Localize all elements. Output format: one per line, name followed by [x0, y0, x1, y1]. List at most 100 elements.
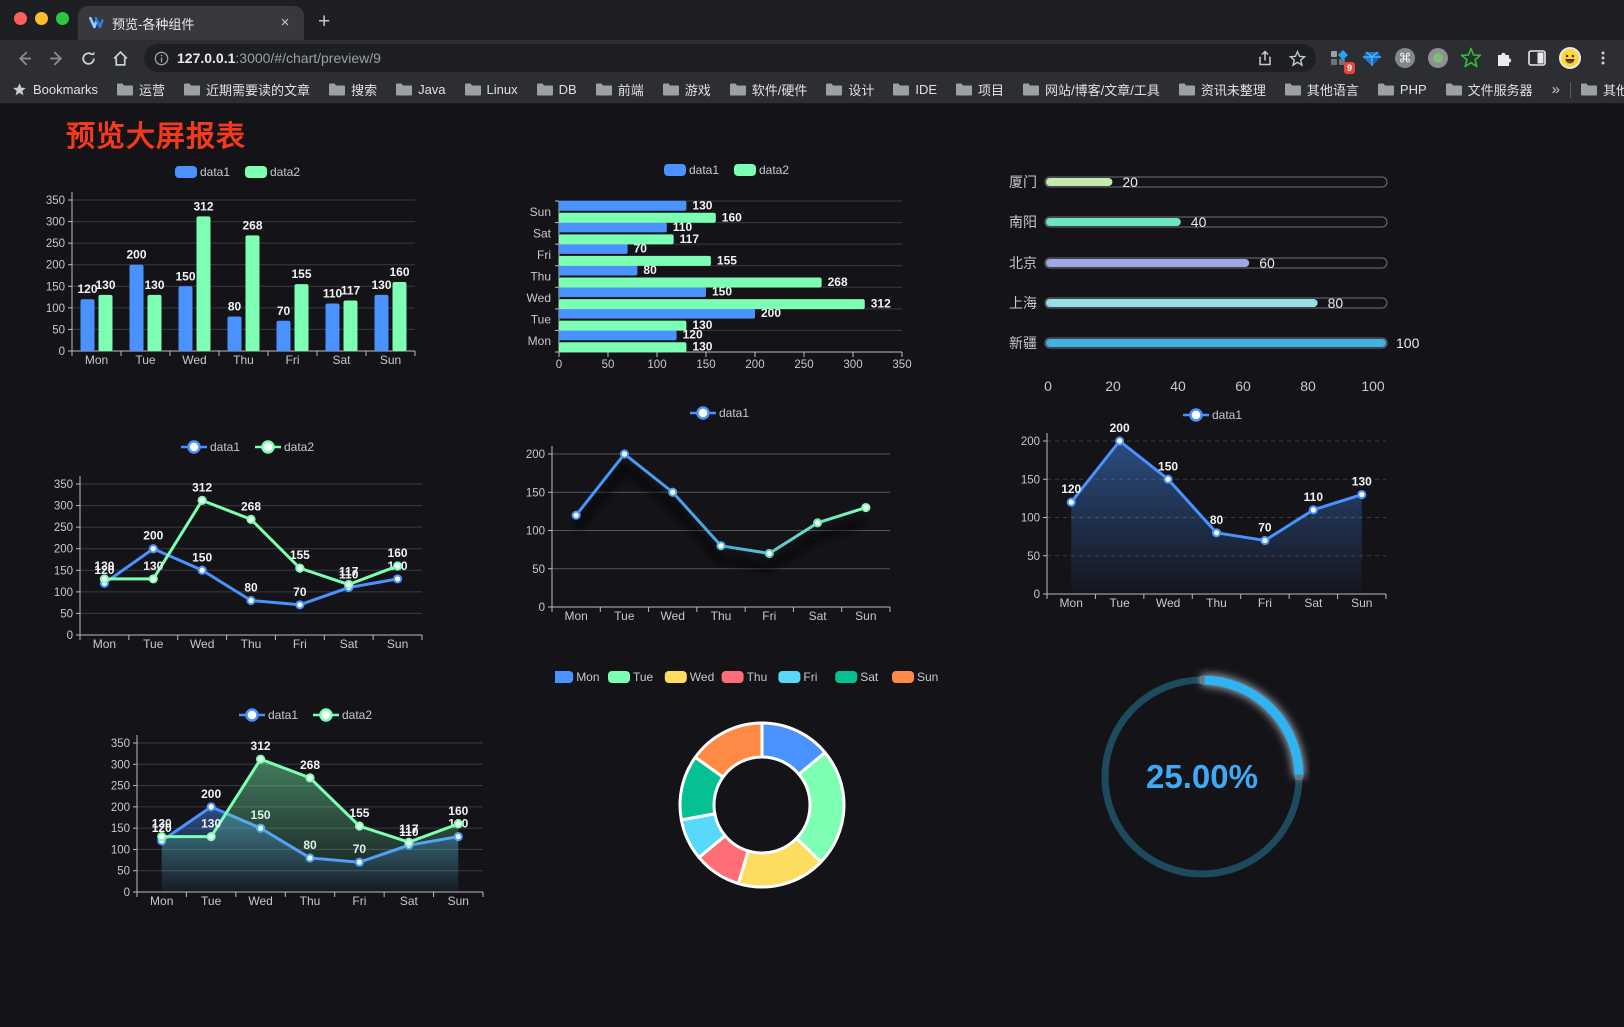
bar-data1[interactable] — [559, 287, 706, 298]
bar-data2[interactable] — [559, 342, 687, 353]
address-bar[interactable]: 127.0.0.1:3000/#/chart/preview/9 — [144, 44, 1316, 72]
profile-avatar[interactable] — [1557, 45, 1583, 71]
data-point[interactable] — [206, 832, 216, 842]
data-point[interactable] — [99, 574, 110, 584]
minimize-window-button[interactable] — [35, 12, 48, 25]
data-point[interactable] — [157, 832, 167, 842]
data-point[interactable] — [1357, 489, 1367, 500]
maximize-window-button[interactable] — [56, 12, 69, 25]
bar-data2[interactable] — [245, 235, 260, 351]
data-point[interactable] — [206, 802, 216, 812]
forward-button[interactable] — [42, 44, 70, 72]
site-info-icon[interactable] — [154, 51, 169, 66]
tab-close-icon[interactable]: × — [280, 14, 290, 31]
bar-data1[interactable] — [559, 265, 638, 276]
extension-xdebug-icon[interactable] — [1458, 45, 1484, 71]
data-point[interactable] — [246, 595, 256, 606]
legend-item[interactable]: data2 — [734, 163, 789, 177]
legend-item[interactable]: data2 — [255, 440, 314, 454]
progress-fill[interactable] — [1046, 178, 1113, 186]
data-point[interactable] — [812, 518, 823, 528]
bookmark-manager[interactable]: Bookmarks — [12, 82, 98, 97]
data-point[interactable] — [1308, 505, 1318, 515]
bookmark-folder[interactable]: DB — [536, 80, 577, 99]
progress-fill[interactable] — [1046, 218, 1181, 226]
data-point[interactable] — [392, 561, 403, 571]
bar-data2[interactable] — [392, 281, 407, 351]
legend-item[interactable]: Fri — [778, 670, 817, 684]
legend-item[interactable]: data1 — [664, 163, 719, 177]
bar-data2[interactable] — [559, 234, 674, 245]
data-point[interactable] — [668, 487, 678, 497]
bookmark-folder[interactable]: 设计 — [826, 80, 874, 99]
extension-gem-icon[interactable] — [1359, 45, 1385, 71]
new-tab-button[interactable]: + — [318, 10, 331, 33]
bar-data1[interactable] — [559, 243, 628, 254]
data-point[interactable] — [453, 819, 463, 829]
bar-data2[interactable] — [559, 212, 716, 223]
bookmark-folder[interactable]: 搜索 — [329, 80, 377, 99]
close-window-button[interactable] — [14, 12, 27, 25]
legend-item[interactable]: data2 — [245, 165, 300, 179]
legend-item[interactable]: Sun — [892, 670, 938, 684]
data-point[interactable] — [255, 754, 266, 764]
data-point[interactable] — [148, 574, 158, 584]
legend-item[interactable]: data1 — [690, 406, 749, 420]
bar-data1[interactable] — [559, 222, 667, 233]
bar-data2[interactable] — [559, 255, 711, 266]
data-point[interactable] — [619, 449, 630, 459]
data-point[interactable] — [764, 548, 774, 559]
data-point[interactable] — [1115, 436, 1125, 446]
legend-item[interactable]: data1 — [175, 165, 230, 179]
pie-slice-Sun[interactable] — [693, 721, 764, 779]
bookmark-folder[interactable]: 文件服务器 — [1445, 80, 1533, 99]
extension-record-icon[interactable] — [1425, 45, 1451, 71]
bar-data1[interactable] — [129, 264, 144, 351]
data-point[interactable] — [392, 574, 403, 584]
reload-button[interactable] — [74, 44, 102, 72]
bar-data2[interactable] — [559, 299, 865, 310]
bookmark-folder[interactable]: 前端 — [595, 80, 644, 99]
bar-data2[interactable] — [294, 284, 309, 351]
legend-item[interactable]: data2 — [313, 708, 372, 722]
bar-data1[interactable] — [276, 320, 291, 351]
data-point[interactable] — [404, 837, 414, 847]
bar-data1[interactable] — [559, 330, 677, 341]
extension-command-icon[interactable]: ⌘ — [1392, 45, 1418, 71]
menu-kebab-icon[interactable] — [1590, 45, 1616, 71]
data-point[interactable] — [716, 541, 726, 551]
legend-item[interactable]: Tue — [608, 670, 654, 684]
legend-item[interactable]: Thu — [721, 670, 768, 684]
legend-item[interactable]: Wed — [664, 670, 714, 684]
data-point[interactable] — [354, 821, 365, 831]
extensions-puzzle-icon[interactable] — [1491, 45, 1517, 71]
bookmark-folder[interactable]: Java — [396, 80, 446, 99]
bookmark-folder[interactable]: IDE — [893, 80, 937, 99]
bar-data2[interactable] — [559, 277, 822, 288]
bookmark-folder[interactable]: 运营 — [117, 80, 165, 99]
browser-tab[interactable]: 预览-各种组件 × — [78, 6, 304, 40]
bookmark-folder[interactable]: 资讯未整理 — [1178, 80, 1266, 99]
progress-fill[interactable] — [1046, 339, 1386, 347]
progress-fill[interactable] — [1046, 299, 1318, 307]
bookmark-folder[interactable]: 其他语言 — [1284, 80, 1359, 99]
data-point[interactable] — [197, 565, 207, 575]
home-button[interactable] — [106, 44, 134, 72]
legend-item[interactable]: data1 — [1183, 408, 1242, 422]
bar-data1[interactable] — [80, 299, 95, 351]
data-point[interactable] — [295, 563, 305, 573]
bar-data1[interactable] — [374, 294, 389, 351]
sidebar-toggle-icon[interactable] — [1524, 45, 1550, 71]
data-point[interactable] — [246, 514, 256, 524]
bar-data1[interactable] — [227, 316, 242, 351]
bar-data1[interactable] — [325, 303, 340, 351]
progress-fill[interactable] — [1046, 259, 1250, 267]
bar-data2[interactable] — [98, 294, 113, 351]
bar-data1[interactable] — [559, 308, 755, 319]
bookmark-folder[interactable]: 软件/硬件 — [729, 80, 807, 99]
bar-data2[interactable] — [196, 216, 211, 351]
data-point[interactable] — [344, 579, 354, 590]
legend-item[interactable]: data1 — [239, 708, 298, 722]
data-point[interactable] — [305, 773, 315, 783]
data-point[interactable] — [571, 510, 581, 520]
